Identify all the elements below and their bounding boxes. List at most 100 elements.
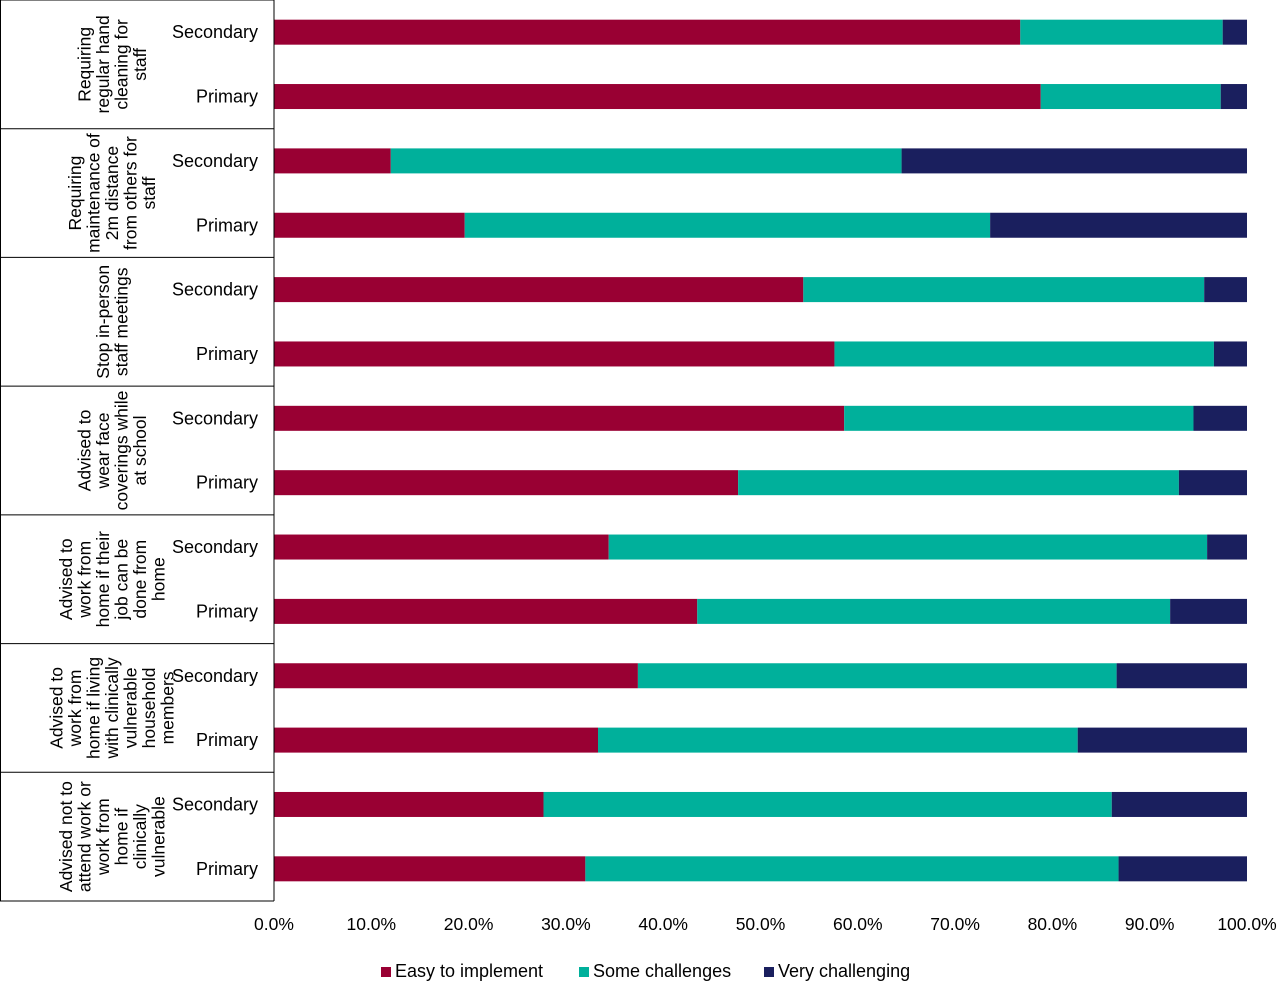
group-label-line: Advised not to (56, 781, 76, 892)
group-label-line: at school (130, 415, 150, 485)
group-label-line: cleaning for (111, 19, 131, 110)
group-label: Requiringregular handcleaning forstaff (74, 15, 150, 113)
legend-swatch (381, 967, 391, 977)
bar-segment-very-challenging (1193, 405, 1247, 431)
x-tick-label: 60.0% (833, 914, 883, 934)
bar-segment-some-challenges (390, 148, 902, 174)
bar-segment-very-challenging (1220, 84, 1247, 110)
group-label-line: Stop in-person (93, 265, 113, 379)
bar-segment-very-challenging (1222, 19, 1247, 45)
group-label-line: staff (139, 177, 159, 210)
group-label-line: Advised to (74, 410, 94, 492)
x-tick-label: 70.0% (930, 914, 980, 934)
bar-segment-easy-to-implement (274, 663, 638, 689)
category-label: Primary (196, 473, 258, 493)
category-label: Secondary (172, 22, 258, 42)
group-label-line: Advised to (47, 667, 67, 749)
legend-swatch (764, 967, 774, 977)
group-label: Advised towork fromhome if livingwith cl… (47, 657, 178, 760)
bar-segment-some-challenges (464, 212, 991, 238)
x-tick-label: 90.0% (1125, 914, 1175, 934)
group-label-line: regular hand (93, 15, 113, 113)
category-label: Secondary (172, 537, 258, 557)
bar-segment-some-challenges (844, 405, 1194, 431)
bar-segment-very-challenging (1170, 598, 1247, 624)
legend-label: Very challenging (778, 961, 910, 981)
group-label-line: Requiring (65, 156, 85, 231)
x-tick-label: 80.0% (1028, 914, 1078, 934)
group-label-line: home if living (84, 657, 104, 759)
group-label-line: 2m distance (102, 146, 122, 240)
group-label-line: from others for (121, 136, 141, 250)
group-label-line: job can be (111, 539, 131, 621)
bar-segment-some-challenges (834, 341, 1214, 367)
group-label: Stop in-personstaff meetings (93, 265, 132, 379)
category-label: Primary (196, 87, 258, 107)
bar-segment-easy-to-implement (274, 405, 845, 431)
bar-segment-easy-to-implement (274, 534, 609, 560)
group-label-line: maintenance of (84, 133, 104, 253)
group-label-line: members (158, 671, 178, 744)
group-label-line: Requiring (74, 27, 94, 102)
category-label: Primary (196, 601, 258, 621)
group-label-line: Advised to (56, 538, 76, 620)
group-label-line: attend work or (74, 781, 94, 892)
x-tick-label: 10.0% (346, 914, 396, 934)
bar-segment-very-challenging (1116, 663, 1247, 689)
x-tick-label: 50.0% (736, 914, 786, 934)
bar-segment-easy-to-implement (274, 791, 544, 817)
bar-segment-easy-to-implement (274, 277, 804, 303)
legend-label: Easy to implement (395, 961, 543, 981)
group-label: Advised not toattend work orwork fromhom… (56, 781, 169, 892)
bar-segment-easy-to-implement (274, 727, 599, 753)
bar-segment-some-challenges (608, 534, 1208, 560)
bar-segment-some-challenges (697, 598, 1171, 624)
x-tick-label: 40.0% (638, 914, 688, 934)
bar-segment-very-challenging (1213, 341, 1247, 367)
category-label: Primary (196, 344, 258, 364)
group-label-line: work from (74, 541, 94, 619)
group-label-line: work from (93, 798, 113, 876)
legend-swatch (579, 967, 589, 977)
category-label: Secondary (172, 151, 258, 171)
group-label: Advised towear facecoverings whileat sch… (74, 391, 150, 511)
group-label: Advised towork fromhome if theirjob can … (56, 531, 169, 627)
group-label-line: staff meetings (111, 267, 131, 376)
group-label-line: home (148, 557, 168, 601)
group-label-line: vulnerable (148, 796, 168, 877)
group-label-line: done from (130, 540, 150, 619)
group-label: Requiringmaintenance of2m distancefrom o… (65, 133, 159, 253)
legend-label: Some challenges (593, 961, 731, 981)
bar-segment-very-challenging (990, 212, 1247, 238)
x-tick-label: 20.0% (444, 914, 494, 934)
group-label-line: wear face (93, 413, 113, 490)
group-label-line: home if (111, 808, 131, 866)
bar-segment-some-challenges (543, 791, 1112, 817)
group-label-line: work from (65, 670, 85, 748)
category-label: Secondary (172, 794, 258, 814)
category-label: Primary (196, 730, 258, 750)
bar-segment-easy-to-implement (274, 598, 698, 624)
x-tick-label: 0.0% (254, 914, 294, 934)
bar-segment-very-challenging (1118, 856, 1247, 882)
bar-segment-some-challenges (1040, 84, 1221, 110)
group-label-line: clinically (130, 804, 150, 869)
bar-segment-easy-to-implement (274, 341, 835, 367)
category-label: Secondary (172, 408, 258, 428)
category-label: Secondary (172, 280, 258, 300)
group-label-line: coverings while (111, 391, 131, 511)
category-label: Primary (196, 859, 258, 879)
bar-segment-some-challenges (585, 856, 1119, 882)
bar-segment-easy-to-implement (274, 470, 739, 496)
category-label: Primary (196, 215, 258, 235)
bar-segment-very-challenging (1077, 727, 1247, 753)
group-label-line: with clinically (102, 657, 122, 759)
bar-segment-very-challenging (1207, 534, 1247, 560)
bar-segment-easy-to-implement (274, 148, 391, 174)
bar-segment-some-challenges (803, 277, 1205, 303)
bar-segment-easy-to-implement (274, 19, 1021, 45)
group-label-line: vulnerable (121, 668, 141, 749)
category-label: Secondary (172, 666, 258, 686)
bar-segment-easy-to-implement (274, 84, 1041, 110)
